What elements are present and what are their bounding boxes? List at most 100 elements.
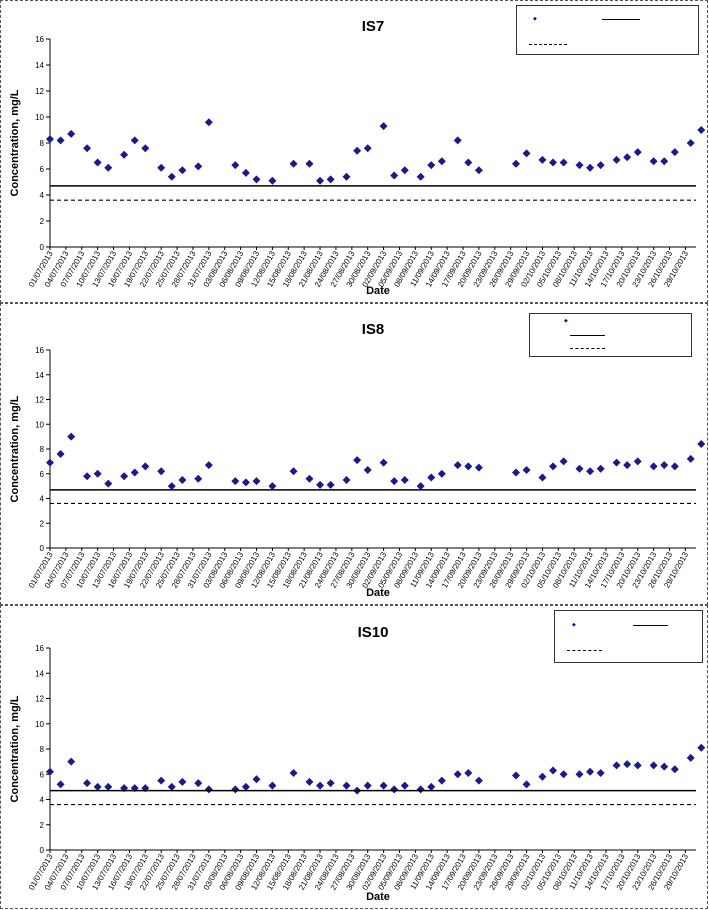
data-point xyxy=(633,457,642,466)
data-point xyxy=(67,432,76,441)
data-point xyxy=(649,761,658,770)
data-point xyxy=(437,469,446,478)
legend-dashed-line xyxy=(567,650,602,651)
data-point xyxy=(697,126,706,134)
data-point xyxy=(204,461,213,470)
data-point xyxy=(130,468,139,477)
data-point xyxy=(93,158,102,167)
chart-panel-is8: IS8 0 2 4 6 8 10 12 14 16 01/07/2013 04/07/2013 07/0… xyxy=(0,303,708,605)
legend-marker: ◆ xyxy=(564,318,568,324)
data-point xyxy=(83,144,92,153)
chart-svg-is8: IS8024681012141601/07/201304/07/201307/0… xyxy=(9,321,706,599)
data-point xyxy=(252,775,261,784)
data-point xyxy=(83,472,92,481)
data-point xyxy=(363,781,372,790)
data-point xyxy=(538,155,547,164)
data-point xyxy=(353,456,362,465)
data-point xyxy=(104,479,113,488)
data-point xyxy=(400,475,409,484)
y-tick-label: 2 xyxy=(40,821,45,830)
data-point xyxy=(326,779,335,788)
data-point xyxy=(549,766,558,775)
data-point xyxy=(464,158,473,167)
data-point xyxy=(559,158,568,167)
y-axis-title: Concentration, mg/L xyxy=(9,395,21,502)
chart-title: IS8 xyxy=(362,321,385,338)
chart-panel-is7: IS7 0 2 4 6 8 10 12 14 16 01/07/2013 04/07/2013 07/0… xyxy=(0,0,708,303)
data-point xyxy=(586,163,595,172)
data-point xyxy=(130,136,139,145)
data-point xyxy=(289,159,298,168)
y-tick-label: 10 xyxy=(35,113,44,122)
legend-solid-line xyxy=(633,625,668,626)
y-tick-label: 8 xyxy=(40,445,45,454)
legend-solid-line xyxy=(602,19,640,20)
data-point xyxy=(305,474,314,483)
data-point xyxy=(390,785,399,794)
x-axis-title: Date xyxy=(366,587,390,599)
legend-marker: ◆ xyxy=(533,16,537,22)
data-point xyxy=(46,135,54,144)
data-point xyxy=(326,175,335,184)
y-tick-label: 8 xyxy=(40,139,45,148)
data-point xyxy=(474,463,483,472)
data-point xyxy=(67,129,76,138)
legend-dashed-line xyxy=(570,348,605,349)
y-tick-label: 6 xyxy=(40,770,45,779)
data-point xyxy=(268,781,277,790)
data-point xyxy=(633,761,642,770)
data-point xyxy=(549,462,558,471)
data-point xyxy=(623,153,632,162)
y-tick-label: 2 xyxy=(40,217,45,226)
data-point xyxy=(46,458,54,467)
data-point xyxy=(538,772,547,781)
data-point xyxy=(120,150,129,159)
data-point xyxy=(670,462,679,471)
y-tick-label: 4 xyxy=(40,191,45,200)
data-point xyxy=(575,464,584,473)
data-point xyxy=(427,782,436,791)
y-tick-label: 14 xyxy=(35,61,44,70)
data-point xyxy=(316,176,325,185)
x-axis-title: Date xyxy=(366,285,390,297)
data-point xyxy=(231,161,240,170)
chart-title: IS7 xyxy=(362,18,385,35)
x-axis-title: Date xyxy=(366,891,390,903)
data-point xyxy=(194,162,203,171)
y-tick-label: 0 xyxy=(40,846,45,855)
y-tick-label: 12 xyxy=(35,695,44,704)
y-tick-label: 14 xyxy=(35,371,44,380)
data-point xyxy=(660,461,669,470)
data-point xyxy=(390,171,399,180)
data-point xyxy=(379,458,388,467)
data-point xyxy=(660,157,669,166)
y-axis-title: Concentration, mg/L xyxy=(9,695,21,802)
data-point xyxy=(194,779,203,788)
data-point xyxy=(596,161,605,170)
chart-legend: ◆ xyxy=(529,313,692,357)
data-point xyxy=(130,784,139,793)
data-point xyxy=(612,155,621,164)
y-tick-label: 12 xyxy=(35,396,44,405)
data-point xyxy=(612,458,621,467)
data-point xyxy=(559,770,568,779)
data-point xyxy=(167,782,176,791)
chart-legend: ◆ xyxy=(516,5,699,55)
data-point xyxy=(559,457,568,466)
data-point xyxy=(83,779,92,788)
data-point xyxy=(305,777,314,786)
data-point xyxy=(686,753,695,762)
y-tick-label: 2 xyxy=(40,519,45,528)
data-point xyxy=(363,466,372,475)
data-point xyxy=(104,163,113,172)
y-tick-label: 16 xyxy=(35,644,44,653)
data-point xyxy=(575,161,584,170)
data-point xyxy=(56,780,65,789)
y-tick-label: 8 xyxy=(40,745,45,754)
data-point xyxy=(353,146,362,155)
data-point xyxy=(252,175,261,184)
data-point xyxy=(697,743,706,752)
legend-solid-line xyxy=(570,335,605,336)
data-point xyxy=(400,166,409,175)
data-point xyxy=(670,148,679,157)
